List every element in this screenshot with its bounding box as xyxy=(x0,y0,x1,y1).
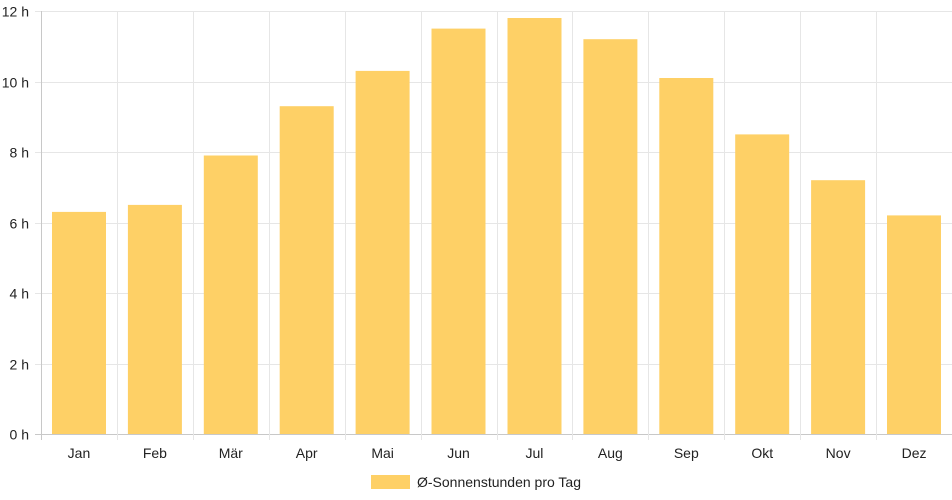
bar[interactable] xyxy=(52,211,106,434)
x-tick-label: Nov xyxy=(826,445,851,461)
x-tick-label: Feb xyxy=(143,445,167,461)
legend-swatch[interactable] xyxy=(371,475,410,489)
y-tick-label: 2 h xyxy=(10,357,29,373)
x-tick-label: Mär xyxy=(219,445,243,461)
bar[interactable] xyxy=(887,215,941,434)
bar[interactable] xyxy=(659,78,714,434)
y-tick-label: 0 h xyxy=(10,427,29,443)
y-axis: 0 h 2 h 4 h 6 h 8 h 10 h 12 h xyxy=(2,4,29,443)
grid-lines xyxy=(35,11,952,440)
bar[interactable] xyxy=(735,134,790,434)
x-tick-label: Jan xyxy=(68,445,91,461)
bar[interactable] xyxy=(583,39,638,434)
bars xyxy=(52,18,941,435)
bar[interactable] xyxy=(811,180,866,434)
x-tick-label: Sep xyxy=(674,445,699,461)
bar[interactable] xyxy=(127,204,182,434)
bar[interactable] xyxy=(355,70,410,435)
bar[interactable] xyxy=(279,106,334,434)
y-tick-label: 6 h xyxy=(10,216,29,232)
x-tick-label: Okt xyxy=(751,445,773,461)
x-tick-label: Dez xyxy=(902,445,927,461)
bar[interactable] xyxy=(431,28,486,434)
x-tick-label: Mai xyxy=(371,445,394,461)
x-tick-label: Jun xyxy=(447,445,470,461)
x-tick-label: Aug xyxy=(598,445,623,461)
x-tick-label: Apr xyxy=(296,445,318,461)
legend[interactable]: Ø-Sonnenstunden pro Tag xyxy=(371,474,581,490)
y-tick-label: 8 h xyxy=(10,145,29,161)
bar[interactable] xyxy=(203,155,258,435)
x-tick-label: Jul xyxy=(526,445,544,461)
y-tick-label: 12 h xyxy=(2,4,29,20)
bar[interactable] xyxy=(507,18,562,434)
y-tick-label: 4 h xyxy=(10,286,29,302)
legend-label[interactable]: Ø-Sonnenstunden pro Tag xyxy=(417,474,581,490)
y-tick-label: 10 h xyxy=(2,75,29,91)
x-axis: Jan Feb Mär Apr Mai Jun Jul Aug Sep Okt Nov Dez xyxy=(68,445,927,461)
